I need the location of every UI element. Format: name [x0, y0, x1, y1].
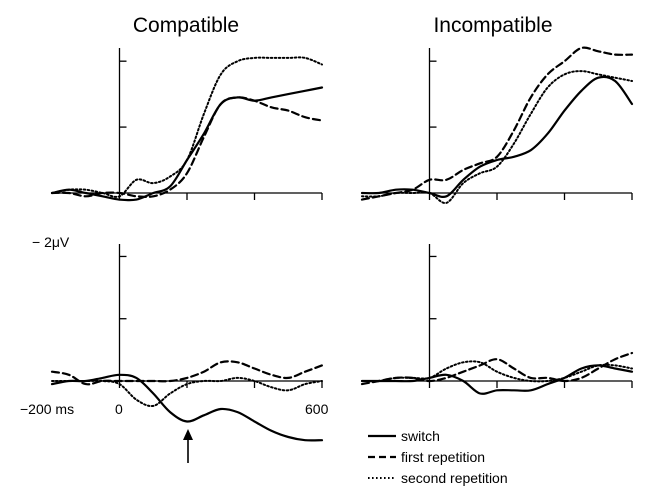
series-first-repetition [360, 351, 634, 386]
series-switch [50, 373, 324, 442]
series-switch [360, 75, 634, 198]
panel-incompatible-top [360, 46, 634, 204]
legend-label-second-repetition: second repetition [401, 470, 508, 486]
x-tick-label-minus200: −200 ms [20, 401, 74, 417]
series-second-repetition [51, 56, 323, 198]
series-switch [360, 364, 634, 395]
x-tick-label-600: 600 [305, 401, 329, 417]
y-tick-label-2uv: − 2μV [32, 234, 70, 250]
x-tick-label-0: 0 [115, 401, 123, 417]
legend-label-switch: switch [401, 428, 440, 444]
series-first-repetition [360, 46, 634, 201]
series-second-repetition [51, 376, 323, 408]
panel-compatible-bottom [50, 244, 324, 442]
panel-incompatible-bottom [360, 244, 634, 395]
series-first-repetition [50, 96, 324, 199]
legend-label-first-repetition: first repetition [401, 449, 485, 465]
arrow-up-icon [183, 429, 193, 463]
series-second-repetition [361, 360, 633, 383]
legend: switch first repetition second repetitio… [368, 428, 508, 486]
compatible-title: Compatible [133, 14, 239, 37]
panel-compatible-top [50, 48, 324, 202]
incompatible-title: Incompatible [433, 14, 552, 37]
series-second-repetition [361, 70, 633, 204]
series-switch [50, 86, 324, 202]
series-first-repetition [50, 360, 324, 386]
